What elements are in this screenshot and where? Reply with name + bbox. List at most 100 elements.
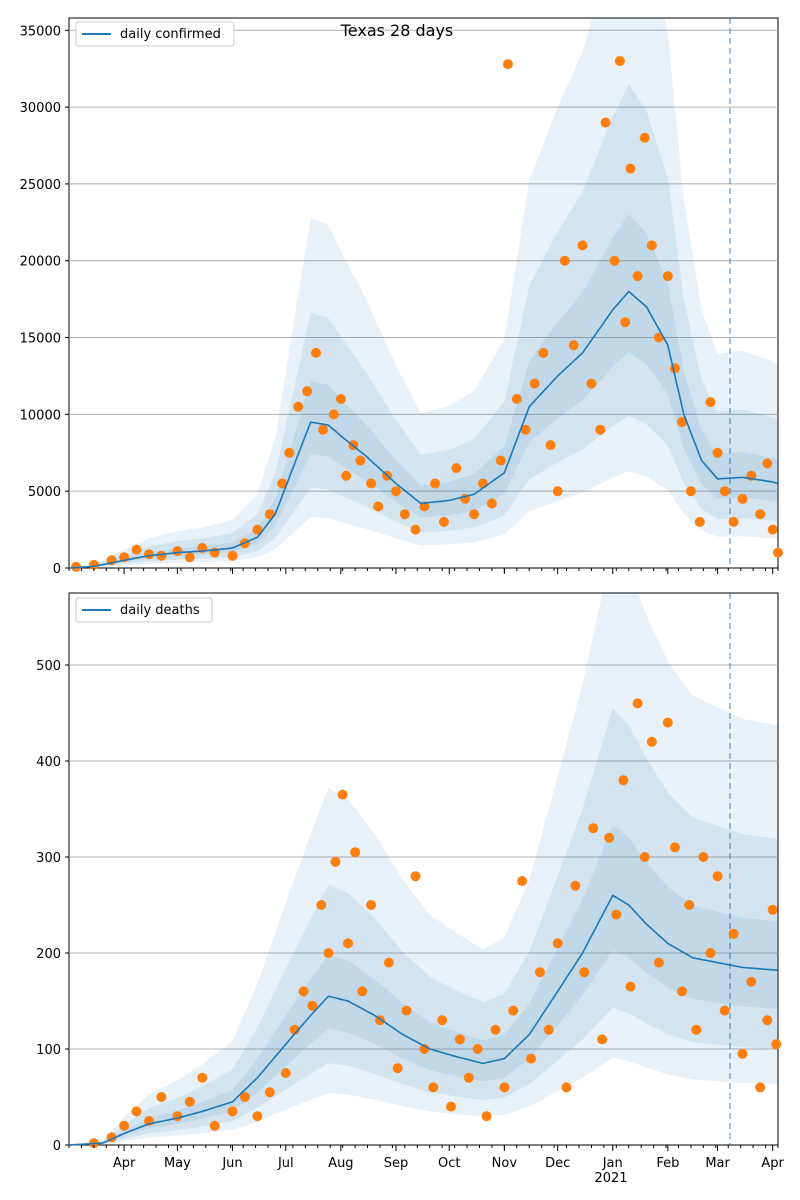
data-point <box>517 876 528 886</box>
x-tick-label: May <box>164 1156 191 1171</box>
deaths-x-axis: Apr May Jun Jul Aug Sep Oct Nov Dec Jan Feb Mar Apr <box>68 1145 785 1171</box>
confirmed-x-axis <box>68 568 779 574</box>
data-point <box>289 1024 300 1035</box>
data-point <box>280 1068 291 1078</box>
y-tick-label: 400 <box>36 755 61 770</box>
data-point <box>767 524 778 535</box>
data-point <box>428 1082 439 1093</box>
y-tick-label: 30000 <box>20 101 61 116</box>
y-tick-label: 25000 <box>20 178 61 193</box>
data-point <box>481 1111 492 1122</box>
deaths-points <box>88 698 782 1149</box>
data-point <box>495 455 506 466</box>
data-point <box>755 509 766 520</box>
data-point <box>490 1024 501 1035</box>
data-point <box>316 900 327 910</box>
y-tick-label: 0 <box>53 562 61 577</box>
data-point <box>543 1024 554 1035</box>
uncertainty-band <box>69 84 778 568</box>
data-point <box>545 440 556 451</box>
data-point <box>239 1092 250 1102</box>
data-point <box>328 409 339 420</box>
data-point <box>705 397 716 408</box>
data-point <box>737 1048 748 1059</box>
data-point <box>588 823 599 834</box>
data-point <box>335 394 346 404</box>
uncertainty-band <box>69 214 778 568</box>
data-point <box>366 478 377 489</box>
data-point <box>463 1072 474 1083</box>
x-tick-label: Sep <box>384 1156 409 1171</box>
data-point <box>639 132 650 143</box>
data-point <box>579 967 590 978</box>
data-point <box>529 378 540 389</box>
confirmed-line <box>68 290 779 569</box>
data-point <box>595 424 606 435</box>
data-point <box>209 1120 220 1131</box>
data-point <box>568 340 579 351</box>
deaths-legend: daily deaths <box>75 597 213 623</box>
data-point <box>355 455 366 466</box>
data-point <box>552 938 563 949</box>
data-point <box>609 255 620 266</box>
data-point <box>767 904 778 915</box>
confirmed-plot-area <box>68 17 779 569</box>
data-point <box>559 255 570 266</box>
confirmed-y-axis: 0 5000 10000 15000 20000 25000 30000 35000 <box>20 24 69 577</box>
data-point <box>131 1106 142 1117</box>
data-point <box>712 447 723 458</box>
y-tick-label: 100 <box>36 1043 61 1058</box>
data-point <box>401 1005 412 1016</box>
x-tick-label: Jul <box>277 1156 294 1171</box>
data-point <box>698 852 709 862</box>
x-tick-label: Jan <box>602 1156 623 1171</box>
data-point <box>184 1096 195 1107</box>
data-point <box>323 948 334 958</box>
data-point <box>277 478 288 489</box>
data-point <box>392 1063 403 1074</box>
data-point <box>538 347 549 358</box>
data-point <box>600 117 611 128</box>
data-point <box>737 493 748 504</box>
deaths-panel: 0 100 200 300 400 500 Apr May Jun Jul Aug Sep Oct No… <box>36 592 785 1186</box>
data-point <box>684 900 695 910</box>
data-point <box>502 59 513 70</box>
data-point <box>144 549 154 560</box>
y-tick-label: 10000 <box>20 408 61 423</box>
y-tick-label: 0 <box>53 1139 61 1154</box>
uncertainty-band <box>69 708 778 1145</box>
y-tick-label: 35000 <box>20 24 61 39</box>
y-tick-label: 5000 <box>28 485 61 500</box>
data-point <box>597 1034 608 1045</box>
data-point <box>307 1000 318 1011</box>
data-point <box>451 463 462 474</box>
data-point <box>632 698 643 709</box>
data-point <box>728 928 739 939</box>
x-tick-label: Nov <box>492 1156 518 1171</box>
data-point <box>156 1092 167 1102</box>
data-point <box>499 1082 510 1093</box>
series-line <box>68 290 779 569</box>
data-point <box>472 1044 483 1054</box>
data-point <box>298 986 309 997</box>
data-point <box>252 1111 263 1122</box>
data-point <box>131 544 142 555</box>
x-tick-label: Oct <box>438 1156 460 1171</box>
data-point <box>669 363 680 374</box>
data-point <box>343 938 353 949</box>
data-point <box>302 386 313 397</box>
data-point <box>705 948 716 958</box>
data-point <box>341 470 352 481</box>
data-point <box>119 1120 130 1131</box>
data-point <box>677 986 687 997</box>
y-tick-label: 20000 <box>20 255 61 270</box>
data-point <box>604 832 615 843</box>
data-point <box>526 1053 536 1064</box>
data-point <box>691 1024 702 1035</box>
x-tick-label: Aug <box>328 1156 353 1171</box>
data-point <box>486 498 497 509</box>
data-point <box>685 486 696 497</box>
data-point <box>625 163 636 174</box>
data-point <box>773 547 783 558</box>
